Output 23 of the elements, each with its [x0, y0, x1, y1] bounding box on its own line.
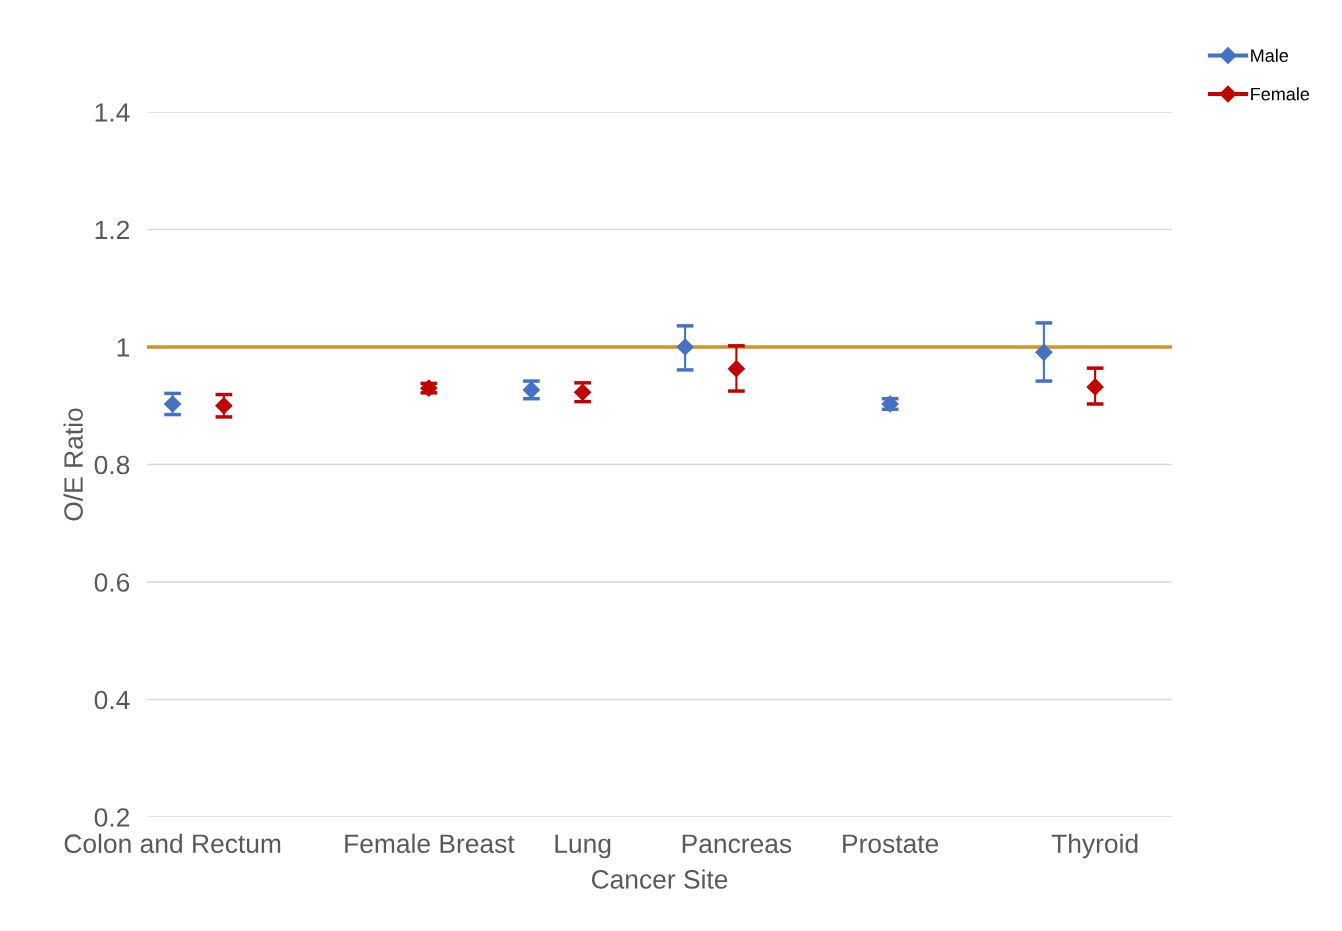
x-tick-label: Colon and Rectum	[64, 833, 281, 854]
legend-label: Male	[1251, 48, 1289, 62]
x-tick-label: Prostate	[843, 834, 939, 854]
x-tick-label: Lung	[555, 834, 611, 859]
y-axis-title: O/E Ratio	[63, 408, 83, 521]
x-tick-label: Female Breast	[345, 833, 515, 854]
y-tick-label: 0.8	[94, 455, 130, 475]
point	[1086, 378, 1104, 396]
y-tick-label: 0.6	[94, 573, 130, 592]
x-tick-label: Pancreas	[682, 834, 792, 854]
point	[164, 395, 182, 413]
y-tick-label: 1.2	[95, 220, 130, 240]
x-axis-title: Cancer Site	[591, 869, 728, 889]
point	[1035, 343, 1053, 361]
y-tick-label: 1	[117, 338, 130, 357]
x-tick-label: Thyroid	[1051, 833, 1138, 859]
point	[676, 338, 694, 356]
point	[727, 360, 745, 378]
y-tick-label: 1.4	[95, 103, 130, 122]
point	[215, 397, 233, 415]
legend-label: Female	[1251, 87, 1310, 101]
y-tick-label: 0.4	[94, 690, 130, 710]
y-tick-label: 0.2	[94, 808, 130, 827]
